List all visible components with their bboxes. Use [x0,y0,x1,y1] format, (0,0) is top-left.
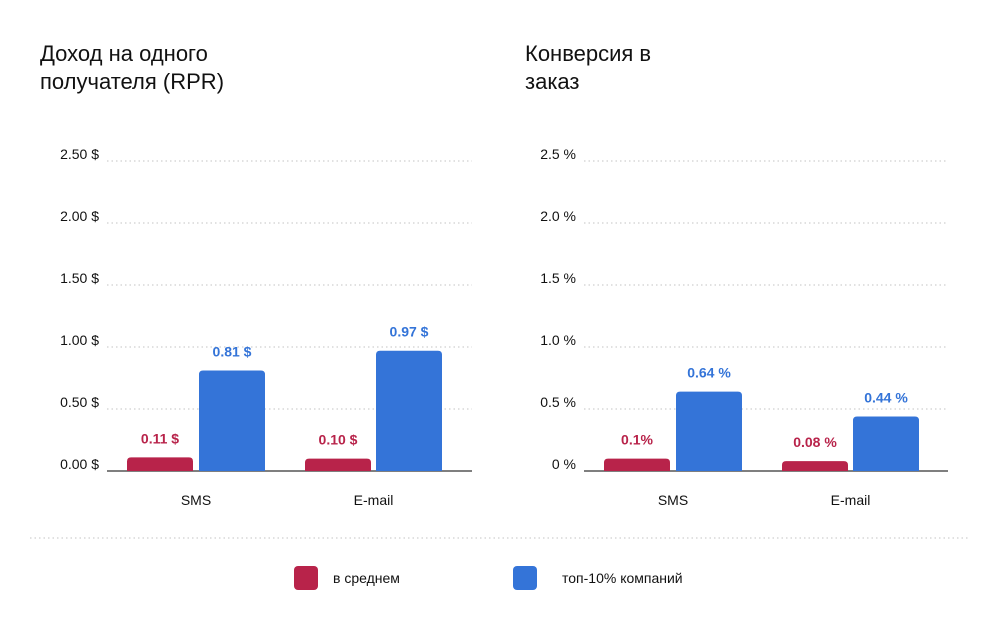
legend-item-average: в среднем [294,566,400,590]
data-label: 0.97 $ [390,324,429,340]
bar [127,457,193,471]
data-label: 0.1% [621,432,653,448]
bar [199,370,265,471]
x-category-label: E-mail [354,492,394,508]
legend-label-top10: топ-10% компаний [562,570,683,586]
data-label: 0.10 $ [319,432,358,448]
x-category-label: SMS [658,492,688,508]
y-tick-label: 0.00 $ [60,456,99,472]
x-category-label: SMS [181,492,211,508]
legend-label-average: в среднем [333,570,400,586]
bar [676,391,742,471]
y-tick-label: 2.50 $ [60,146,99,162]
y-tick-label: 1.00 $ [60,332,99,348]
y-tick-label: 1.0 % [540,332,576,348]
y-tick-label: 1.50 $ [60,270,99,286]
data-label: 0.08 % [793,434,837,450]
y-tick-label: 2.5 % [540,146,576,162]
legend-swatch-average [294,566,318,590]
bar [782,461,848,471]
x-category-label: E-mail [831,492,871,508]
data-label: 0.64 % [687,365,731,381]
y-tick-label: 2.00 $ [60,208,99,224]
data-label: 0.11 $ [141,430,179,446]
bar [376,350,442,471]
data-label: 0.81 $ [213,344,252,360]
bar [604,458,670,471]
data-label: 0.44 % [864,389,908,405]
y-tick-label: 1.5 % [540,270,576,286]
y-tick-label: 0 % [552,456,576,472]
legend-item-top10: топ-10% компаний [513,566,683,590]
chart-title-conversion: Конверсия в заказ [525,41,652,94]
chart-title-rpr: Доход на одного получателя (RPR) [40,41,225,94]
bar [305,458,371,471]
y-tick-label: 0.5 % [540,394,576,410]
bar [853,416,919,471]
legend-swatch-top10 [513,566,537,590]
y-tick-label: 2.0 % [540,208,576,224]
y-tick-label: 0.50 $ [60,394,99,410]
